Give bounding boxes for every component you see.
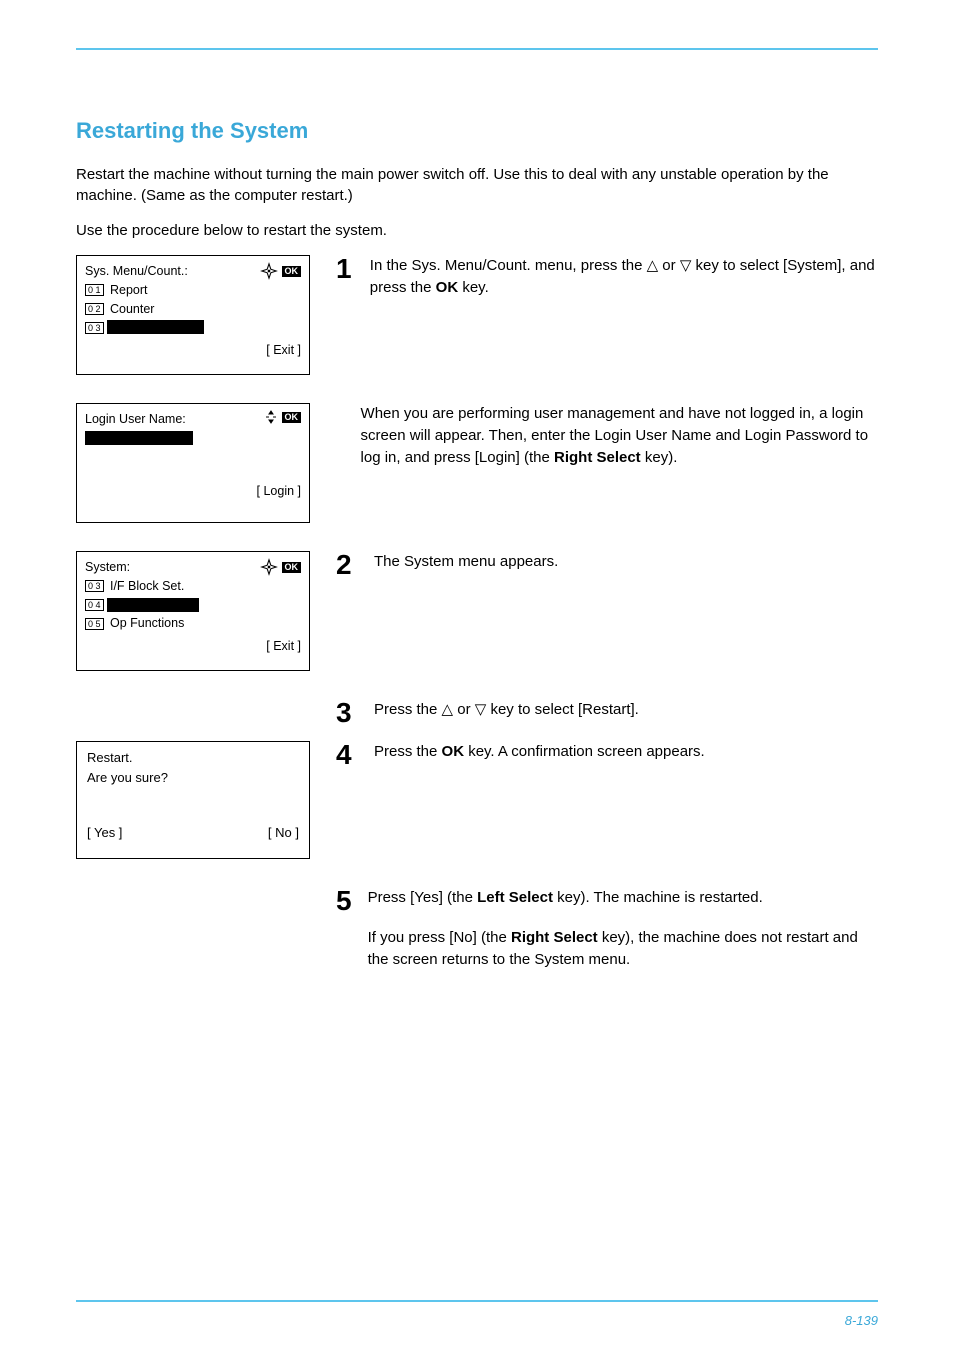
step-number-3: 3 bbox=[336, 699, 358, 727]
lcd4-yes: [ Yes ] bbox=[87, 823, 122, 843]
step-number-1: 1 bbox=[336, 255, 354, 299]
lcd4-line1: Restart. bbox=[87, 748, 299, 768]
lcd1-title: Sys. Menu/Count.: bbox=[85, 264, 188, 278]
step-5: 5 Press [Yes] (the Left Select key). The… bbox=[76, 887, 878, 970]
intro-paragraph-2: Use the procedure below to restart the s… bbox=[76, 220, 878, 241]
nav-icons-3: OK bbox=[260, 558, 302, 576]
step-2-text: The System menu appears. bbox=[374, 551, 558, 579]
lcd-screen-3: System: OK 0 3 I/F Block Set. 0 4 Restar… bbox=[76, 551, 310, 671]
diamond-icon bbox=[260, 558, 278, 576]
intro-paragraph-1: Restart the machine without turning the … bbox=[76, 164, 878, 206]
step-1: Sys. Menu/Count.: OK 0 1 Report 0 2 Coun… bbox=[76, 255, 878, 375]
lcd3-title: System: bbox=[85, 560, 130, 574]
lcd2-login: [ Login ] bbox=[85, 482, 301, 501]
steps-container: Sys. Menu/Count.: OK 0 1 Report 0 2 Coun… bbox=[76, 255, 878, 970]
step-1-text: In the Sys. Menu/Count. menu, press the … bbox=[370, 255, 878, 299]
updown-icon bbox=[264, 410, 278, 424]
nav-icons-2: OK bbox=[264, 410, 302, 424]
intro-block: Restart the machine without turning the … bbox=[76, 164, 878, 241]
step-2: System: OK 0 3 I/F Block Set. 0 4 Restar… bbox=[76, 551, 878, 671]
lcd-screen-2: Login User Name: OK [ Login ] bbox=[76, 403, 310, 523]
lcd-screen-4: Restart. Are you sure? [ Yes ] [ No ] bbox=[76, 741, 310, 859]
lcd4-no: [ No ] bbox=[268, 823, 299, 843]
step-4-text: Press the OK key. A confirmation screen … bbox=[374, 741, 705, 769]
page-number: 8-139 bbox=[845, 1313, 878, 1328]
top-rule bbox=[76, 48, 878, 50]
step-5-text: Press [Yes] (the Left Select key). The m… bbox=[368, 887, 878, 970]
login-note-text: When you are performing user management … bbox=[361, 403, 878, 468]
step-3-text: Press the △ or ▽ key to select [Restart]… bbox=[374, 699, 639, 727]
lcd2-title: Login User Name: bbox=[85, 412, 186, 426]
ok-badge: OK bbox=[282, 266, 302, 277]
nav-icons: OK bbox=[260, 262, 302, 280]
step-number-4: 4 bbox=[336, 741, 358, 769]
step-number-5: 5 bbox=[336, 887, 352, 970]
bottom-rule bbox=[76, 1300, 878, 1302]
lcd3-exit: [ Exit ] bbox=[85, 637, 301, 656]
lcd1-exit: [ Exit ] bbox=[85, 341, 301, 360]
lcd-screen-1: Sys. Menu/Count.: OK 0 1 Report 0 2 Coun… bbox=[76, 255, 310, 375]
step-4: Restart. Are you sure? [ Yes ] [ No ] 4 … bbox=[76, 741, 878, 859]
step-3: 3 Press the △ or ▽ key to select [Restar… bbox=[76, 699, 878, 727]
section-title: Restarting the System bbox=[76, 118, 878, 144]
diamond-icon bbox=[260, 262, 278, 280]
step-login-note: Login User Name: OK [ Login ] When you a… bbox=[76, 403, 878, 523]
ok-badge: OK bbox=[282, 562, 302, 573]
lcd4-line2: Are you sure? bbox=[87, 768, 299, 788]
ok-badge: OK bbox=[282, 412, 302, 423]
step-number-2: 2 bbox=[336, 551, 358, 579]
